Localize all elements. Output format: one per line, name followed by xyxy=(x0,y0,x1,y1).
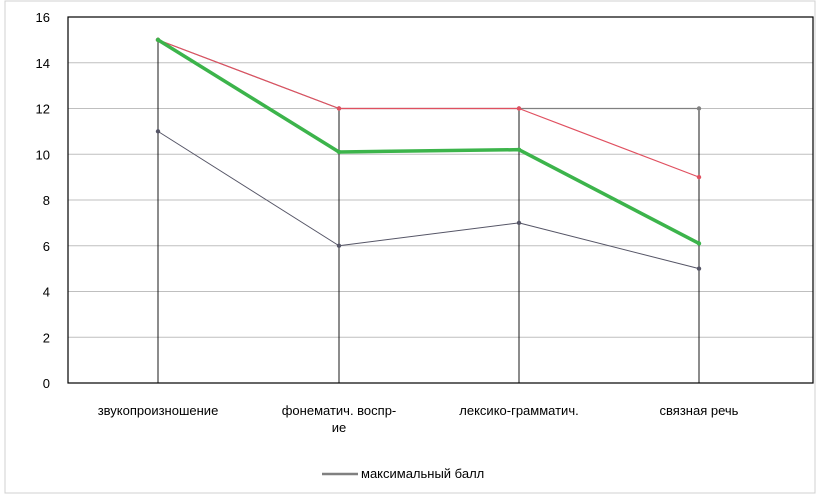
data-point xyxy=(696,106,702,111)
x-tick-label: ие xyxy=(332,420,347,435)
series-line xyxy=(157,39,700,178)
y-tick-label: 8 xyxy=(43,193,50,208)
data-point xyxy=(336,243,342,248)
x-tick-label: звукопроизношение xyxy=(98,403,219,418)
y-tick-label: 16 xyxy=(36,10,50,25)
legend: максимальный балл xyxy=(322,466,484,481)
plot-area xyxy=(67,16,814,384)
y-tick-label: 4 xyxy=(43,285,50,300)
data-point xyxy=(516,220,522,226)
data-point xyxy=(516,147,522,152)
x-tick-label: лексико-грамматич. xyxy=(459,403,578,418)
x-axis-ticks: звукопроизношение фонематич. воспр-ие лекс… xyxy=(98,403,739,435)
chart-frame xyxy=(4,0,816,494)
data-point xyxy=(155,129,161,134)
y-tick-label: 6 xyxy=(43,239,50,254)
x-tick-label: связная речь xyxy=(660,403,739,418)
data-point xyxy=(336,149,342,155)
data-point xyxy=(516,106,522,111)
series-line xyxy=(157,130,700,270)
data-point xyxy=(155,37,161,43)
series-line xyxy=(157,38,700,246)
series-line xyxy=(157,39,699,110)
y-tick-label: 12 xyxy=(36,102,50,117)
data-point xyxy=(696,174,702,180)
y-tick-label: 14 xyxy=(36,56,50,71)
y-tick-label: 10 xyxy=(36,147,50,162)
legend-label: максимальный балл xyxy=(361,466,484,481)
grid-lines xyxy=(68,62,813,338)
x-tick-label: фонематич. воспр- xyxy=(282,403,397,418)
y-tick-label: 2 xyxy=(43,330,50,345)
y-axis-ticks: 0 2 4 6 8 10 12 14 16 xyxy=(36,10,50,391)
data-point xyxy=(696,266,702,271)
series-lines xyxy=(155,37,702,271)
data-point xyxy=(696,241,702,246)
y-tick-label: 0 xyxy=(43,376,50,391)
data-point xyxy=(336,106,342,111)
